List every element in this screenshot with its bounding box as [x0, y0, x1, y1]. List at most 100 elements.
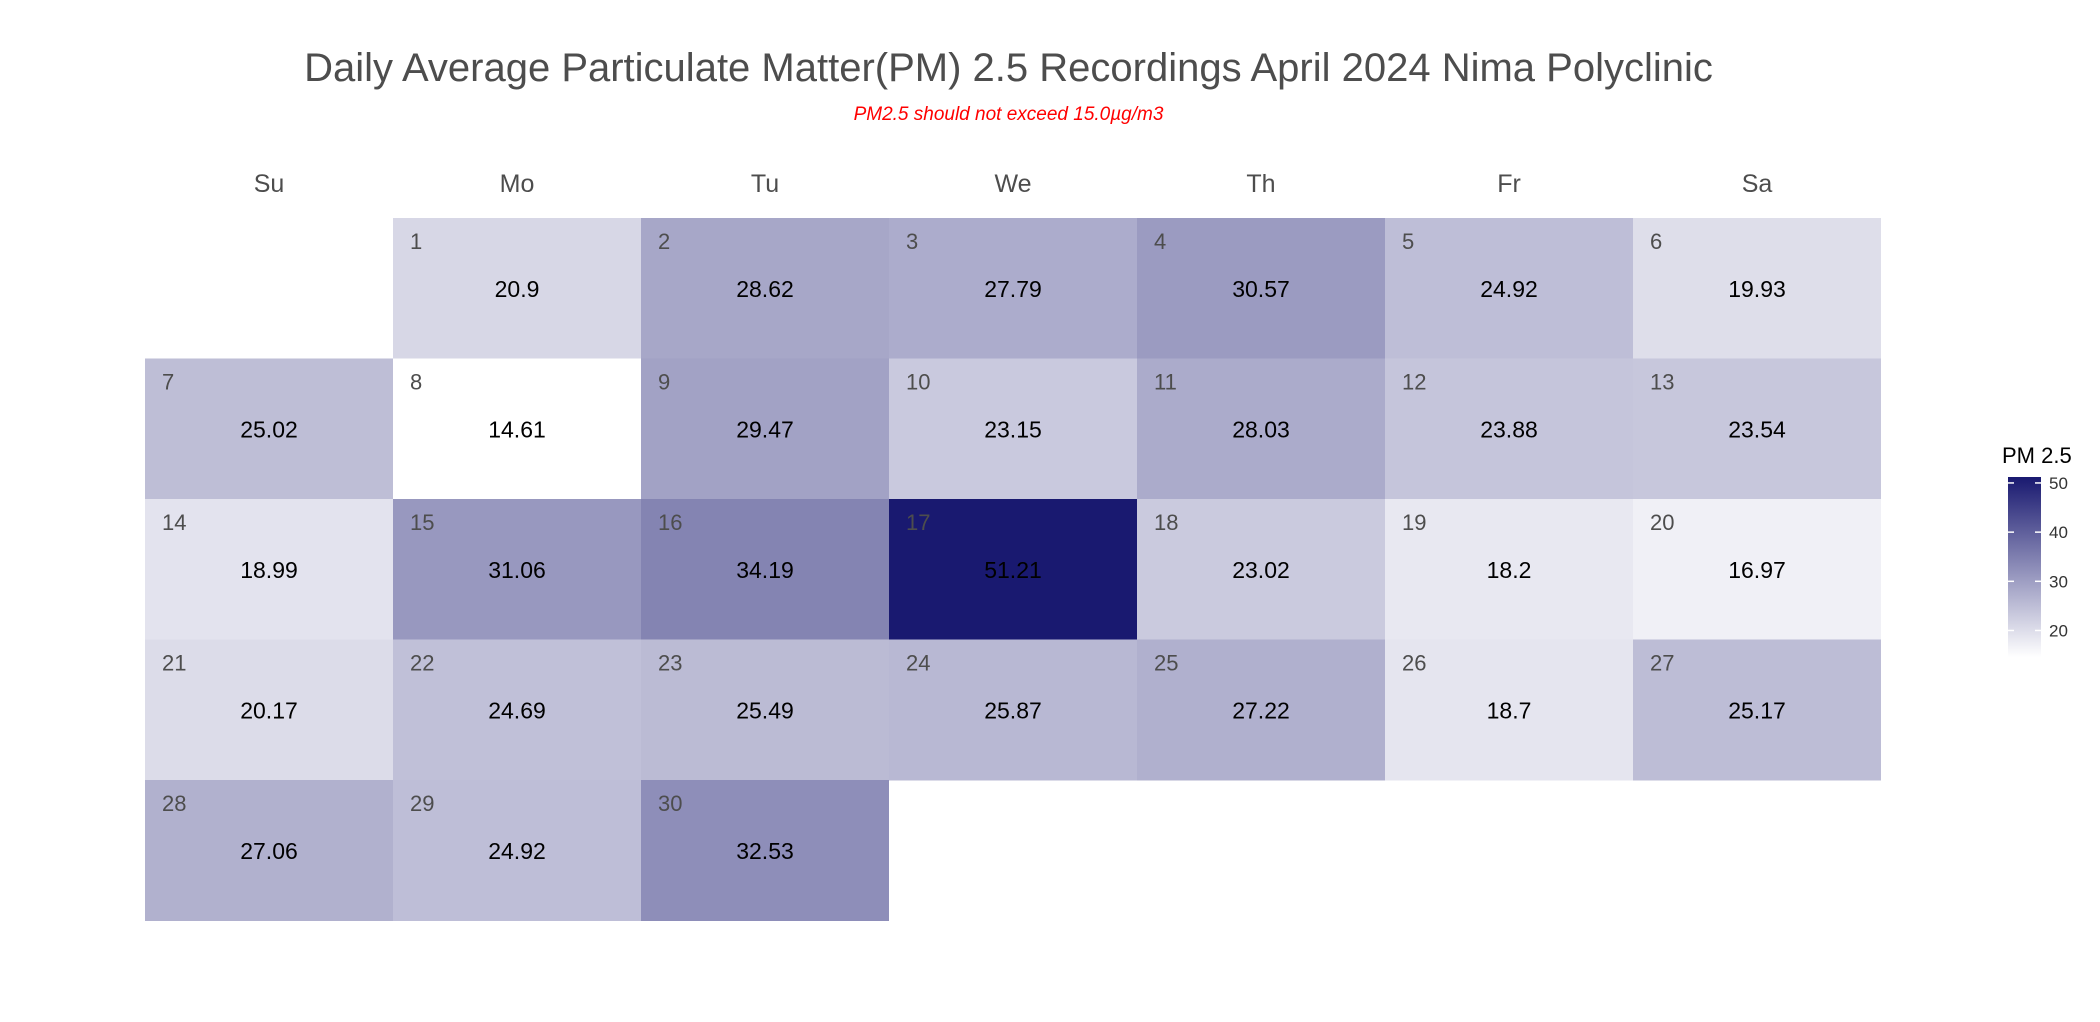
calendar-tile: 15 31.06	[393, 499, 641, 640]
tile-fill	[393, 358, 641, 500]
calendar-tile: 11 28.03	[1137, 358, 1385, 500]
chart-title: Daily Average Particulate Matter(PM) 2.5…	[304, 46, 1713, 90]
value-label: 30.57	[1232, 276, 1290, 302]
day-number-label: 13	[1650, 370, 1674, 395]
value-label: 14.61	[488, 417, 546, 443]
calendar-tile: 18 23.02	[1137, 499, 1385, 640]
value-label: 34.19	[736, 557, 794, 583]
tile-fill	[641, 218, 889, 359]
legend-colorbar	[2008, 477, 2041, 657]
day-number-label: 21	[162, 651, 186, 676]
calendar-tile: 228.62	[641, 218, 889, 359]
tile-fill	[1385, 358, 1633, 500]
tile-fill	[393, 780, 641, 921]
day-number-label: 27	[1650, 651, 1674, 676]
value-label: 25.17	[1728, 698, 1786, 724]
tile-fill	[641, 499, 889, 640]
calendar-tile: 27 25.17	[1633, 639, 1881, 781]
value-label: 24.92	[488, 838, 546, 864]
tile-fill	[393, 218, 641, 359]
tile-fill	[145, 499, 393, 640]
day-number-label: 28	[162, 791, 186, 816]
weekday-label-fr: Fr	[1497, 170, 1521, 198]
tile-fill	[393, 639, 641, 781]
legend-title: PM 2.5	[2002, 443, 2072, 468]
calendar-tile: 13 23.54	[1633, 358, 1881, 500]
chart-subtitle: PM2.5 should not exceed 15.0µg/m3	[853, 104, 1164, 125]
day-number-label: 11	[1154, 370, 1177, 395]
calendar-tile: 327.79	[889, 218, 1137, 359]
calendar-tile: 725.02	[145, 358, 393, 500]
value-label: 18.99	[240, 557, 298, 583]
day-number-label: 5	[1402, 229, 1414, 254]
weekday-label-mo: Mo	[500, 170, 535, 198]
calendar-tile: 29 24.92	[393, 780, 641, 921]
day-number-label: 29	[410, 791, 434, 816]
calendar-tile: 929.47	[641, 358, 889, 500]
calendar-tile: 21 20.17	[145, 639, 393, 781]
tile-fill	[889, 639, 1137, 781]
day-number-label: 12	[1402, 370, 1426, 395]
tile-fill	[889, 358, 1137, 500]
value-label: 29.47	[736, 417, 794, 443]
calendar-tile: 120.9	[393, 218, 641, 359]
tile-fill	[889, 499, 1137, 640]
day-number-label: 17	[906, 510, 930, 535]
tile-fill	[1137, 218, 1385, 359]
calendar-tile: 14 18.99	[145, 499, 393, 640]
calendar-tiles: 120.9228.62327.79430.57524.92619.93725.0…	[145, 218, 1881, 921]
day-number-label: 10	[906, 370, 930, 395]
legend-tick-label: 30	[2049, 572, 2068, 591]
value-label: 27.06	[240, 838, 298, 864]
value-label: 25.49	[736, 698, 794, 724]
legend-tick-label: 20	[2049, 621, 2068, 640]
day-number-label: 14	[162, 510, 186, 535]
tile-fill	[641, 639, 889, 781]
calendar-tile: 22 24.69	[393, 639, 641, 781]
calendar-tile: 23 25.49	[641, 639, 889, 781]
value-label: 51.21	[984, 557, 1042, 583]
day-number-label: 19	[1402, 510, 1426, 535]
day-number-label: 3	[906, 229, 918, 254]
tile-fill	[1633, 358, 1881, 500]
value-label: 24.69	[488, 698, 546, 724]
value-label: 27.79	[984, 276, 1042, 302]
value-label: 18.2	[1487, 557, 1532, 583]
value-label: 28.62	[736, 276, 794, 302]
calendar-tile: 430.57	[1137, 218, 1385, 359]
value-label: 19.93	[1728, 276, 1786, 302]
value-label: 25.87	[984, 698, 1042, 724]
calendar-tile: 12 23.88	[1385, 358, 1633, 500]
calendar-tile: 619.93	[1633, 218, 1881, 359]
calendar-tile: 30 32.53	[641, 780, 889, 921]
weekday-label-tu: Tu	[751, 170, 779, 198]
tile-fill	[889, 218, 1137, 359]
tile-fill	[1137, 358, 1385, 500]
tile-fill	[1137, 639, 1385, 781]
tile-fill	[641, 780, 889, 921]
tile-fill	[1137, 499, 1385, 640]
weekday-labels: Su Mo Tu We Th Fr Sa	[254, 170, 1773, 198]
day-number-label: 25	[1154, 651, 1178, 676]
value-label: 18.7	[1487, 698, 1532, 724]
tile-fill	[145, 780, 393, 921]
day-number-label: 18	[1154, 510, 1178, 535]
value-label: 23.54	[1728, 417, 1786, 443]
value-label: 32.53	[736, 838, 794, 864]
value-label: 28.03	[1232, 417, 1290, 443]
day-number-label: 15	[410, 510, 434, 535]
value-label: 25.02	[240, 417, 298, 443]
weekday-label-we: We	[994, 170, 1031, 198]
day-number-label: 4	[1154, 229, 1166, 254]
day-number-label: 2	[658, 229, 670, 254]
tile-fill	[1385, 499, 1633, 640]
day-number-label: 16	[658, 510, 682, 535]
day-number-label: 22	[410, 651, 434, 676]
calendar-tile: 28 27.06	[145, 780, 393, 921]
calendar-tile: 19 18.2	[1385, 499, 1633, 640]
day-number-label: 6	[1650, 229, 1662, 254]
value-label: 20.17	[240, 698, 298, 724]
weekday-label-su: Su	[254, 170, 285, 198]
